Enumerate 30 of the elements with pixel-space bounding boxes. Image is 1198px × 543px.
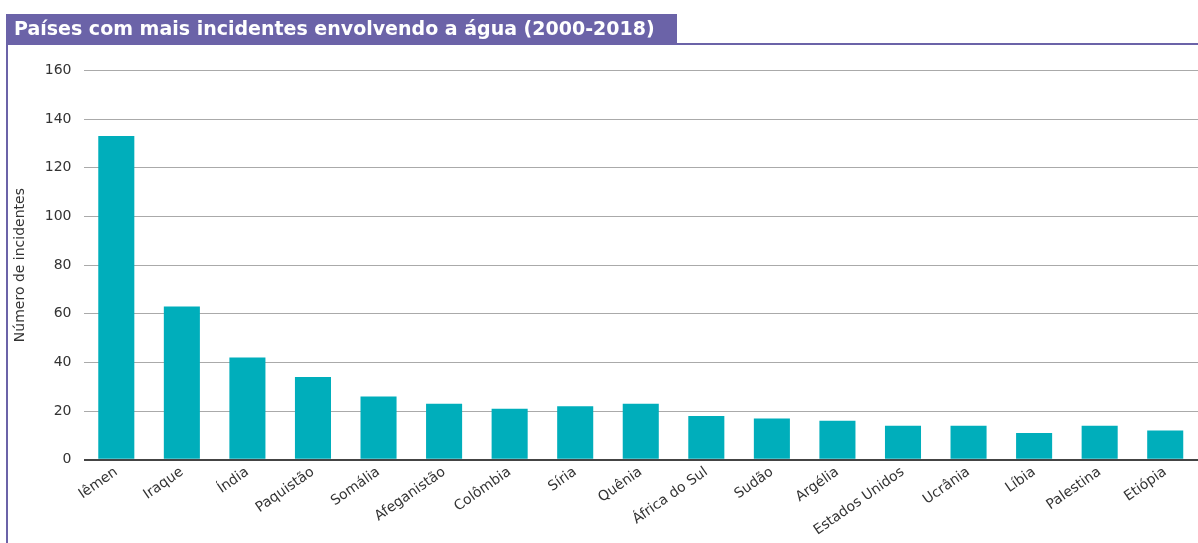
- y-tick-label: 140: [44, 109, 72, 126]
- y-tick-label: 60: [53, 304, 72, 321]
- y-tick-label: 120: [44, 158, 72, 175]
- bar: [491, 408, 528, 459]
- bar: [950, 425, 987, 459]
- chart-title: Países com mais incidentes envolvendo a água (2000-2018): [6, 14, 677, 43]
- y-tick-label: 0: [62, 450, 72, 467]
- bar: [294, 377, 331, 459]
- bar: [753, 418, 790, 459]
- y-tick-label: 160: [44, 61, 72, 78]
- y-tick-label: 40: [53, 353, 72, 370]
- y-tick-label: 80: [53, 255, 72, 272]
- bar: [557, 406, 594, 459]
- bar: [163, 306, 200, 459]
- bar: [1016, 433, 1053, 459]
- y-tick-label: 100: [44, 207, 72, 224]
- x-tick-label: Síria: [544, 462, 580, 494]
- y-tick-label: 20: [53, 401, 72, 418]
- bar: [98, 136, 135, 459]
- bar: [688, 415, 725, 459]
- y-axis-title: Número de incidentes: [11, 188, 28, 343]
- x-tick-label: Líbia: [1001, 462, 1038, 496]
- bar: [229, 357, 266, 459]
- bar: [622, 403, 659, 459]
- bar: [1081, 425, 1118, 459]
- bar: [1147, 430, 1184, 459]
- bar: [884, 425, 922, 459]
- bar: [819, 420, 856, 459]
- bar: [426, 403, 463, 459]
- bar: [360, 396, 397, 459]
